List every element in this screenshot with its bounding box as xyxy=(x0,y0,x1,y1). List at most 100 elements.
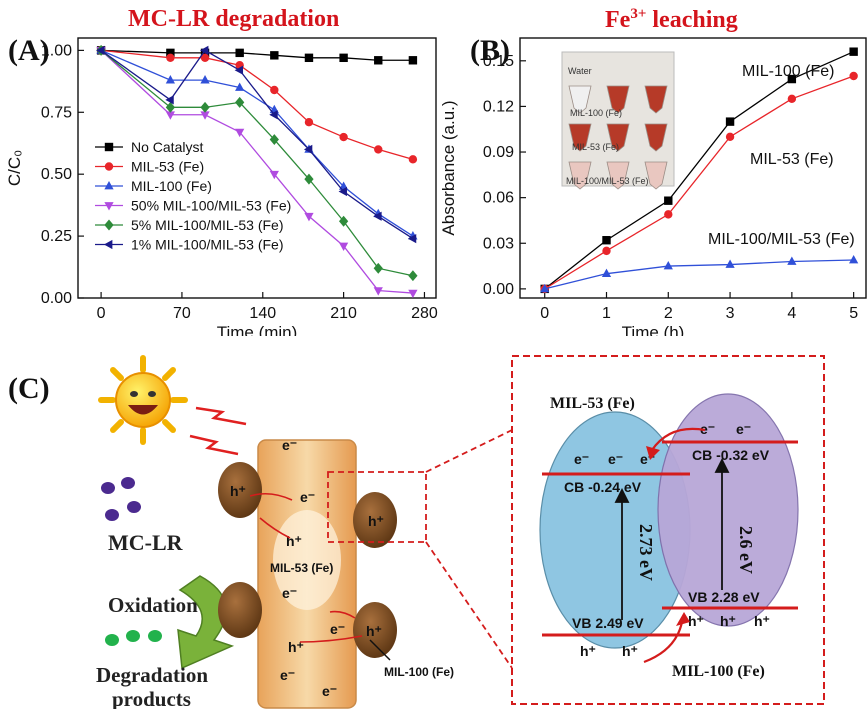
y-tick-label: 0.12 xyxy=(483,98,514,115)
data-point xyxy=(849,47,858,56)
data-point xyxy=(200,53,210,63)
oxidation-label: Oxidation xyxy=(108,593,198,617)
electron-label: e⁻ xyxy=(736,421,751,437)
series-annotation: MIL-53 (Fe) xyxy=(750,151,834,168)
zoom-region xyxy=(327,471,427,543)
y-tick-label: 0.09 xyxy=(483,144,514,161)
x-tick-label: 2 xyxy=(664,305,673,322)
data-point xyxy=(664,196,673,205)
electron-label: e⁻ xyxy=(282,437,297,453)
data-point xyxy=(104,142,114,152)
data-point xyxy=(200,111,210,120)
x-tick-label: 3 xyxy=(726,305,735,322)
data-point xyxy=(104,180,114,190)
band-diagram-frame xyxy=(511,355,825,705)
panel-b-title-rest: leaching xyxy=(646,7,738,33)
data-point xyxy=(304,173,314,185)
x-tick-label: 4 xyxy=(787,305,796,322)
vial-icon xyxy=(606,85,630,114)
data-point xyxy=(540,283,550,293)
band-mil100-title: MIL-100 (Fe) xyxy=(672,663,765,680)
hole-label: h⁺ xyxy=(622,643,638,659)
electron-label: e⁻ xyxy=(574,451,589,467)
electron-label: e⁻ xyxy=(608,451,623,467)
y-tick-label: 0.15 xyxy=(483,53,514,70)
data-point xyxy=(303,144,313,155)
vial-icon xyxy=(606,161,630,190)
inset-label: Water xyxy=(568,66,592,76)
data-point xyxy=(235,96,245,108)
legend-label: No Catalyst xyxy=(131,139,203,155)
vial-icon xyxy=(568,123,592,152)
electron-label: e⁻ xyxy=(300,489,315,505)
panel-c-letter: (C) xyxy=(8,372,50,405)
light-bolt-icon xyxy=(189,406,247,456)
mechanism-schematic: MC-LR Oxidation Degradation products MIL… xyxy=(96,355,825,709)
hole-label: h⁺ xyxy=(580,643,596,659)
data-point xyxy=(304,212,314,222)
x-tick-label: 280 xyxy=(411,305,438,322)
inset-label: MIL-53 (Fe) xyxy=(572,142,619,152)
data-point xyxy=(663,261,673,270)
degradation-label-line1: Degradation xyxy=(96,663,208,687)
cb100-label: CB -0.32 eV xyxy=(692,447,770,463)
electron-label: e⁻ xyxy=(282,585,297,601)
y-tick-label: 0.00 xyxy=(483,281,514,298)
electron-transfer-arrow xyxy=(651,427,706,451)
data-point xyxy=(602,236,611,245)
data-point xyxy=(787,94,797,104)
data-point xyxy=(269,170,279,180)
data-point xyxy=(104,202,114,211)
x-tick-label: 5 xyxy=(849,305,858,322)
x-tick-label: 140 xyxy=(249,305,276,322)
x-tick-label: 1 xyxy=(602,305,611,322)
panel-b-letter: (B) xyxy=(470,34,510,67)
data-point xyxy=(339,53,348,63)
cb53-label: CB -0.24 eV xyxy=(564,479,642,495)
hole-label: h⁺ xyxy=(720,613,736,629)
hole-label: h⁺ xyxy=(368,513,384,529)
hole-label: h⁺ xyxy=(288,639,304,655)
data-point xyxy=(407,233,417,244)
hole-label: h⁺ xyxy=(230,483,246,499)
electron-label: e⁻ xyxy=(700,421,715,437)
data-point xyxy=(373,262,383,274)
data-point xyxy=(373,287,383,296)
gap100-label: 2.6 eV xyxy=(736,526,756,574)
inset-label: MIL-100/MIL-53 (Fe) xyxy=(566,176,649,186)
data-point xyxy=(408,155,418,164)
data-point xyxy=(408,56,418,65)
electron-label: e⁻ xyxy=(330,621,345,637)
vb53-label: VB 2.49 eV xyxy=(572,615,644,631)
data-point xyxy=(200,75,210,84)
data-point xyxy=(103,239,113,250)
data-point xyxy=(199,45,209,56)
x-tick-label: 0 xyxy=(97,305,106,322)
y-tick-label: 0.06 xyxy=(483,190,514,207)
series-line xyxy=(544,75,854,290)
hole-label: h⁺ xyxy=(688,613,704,629)
vial-icon xyxy=(644,85,668,114)
data-point xyxy=(165,95,174,105)
vial-icon xyxy=(644,123,668,152)
inset-photo: Water MIL-100 (Fe) MIL-53 (Fe) MIL-100/MIL-… xyxy=(561,51,675,190)
mc-lr-label: MC-LR xyxy=(108,530,184,555)
mil100-particle-label: MIL-100 (Fe) xyxy=(384,665,454,679)
data-point xyxy=(338,186,347,197)
hole-transfer-arrow xyxy=(643,621,684,664)
mil100-band-ellipse xyxy=(657,393,799,627)
x-axis-label: Time (min) xyxy=(217,323,298,336)
x-axis-label: Time (h) xyxy=(622,323,685,336)
plot-frame xyxy=(519,37,867,299)
data-point xyxy=(374,145,383,154)
data-point xyxy=(269,110,278,120)
vial-icon xyxy=(644,161,668,190)
data-point xyxy=(166,53,175,63)
hole-label: h⁺ xyxy=(366,623,382,639)
legend-label: 1% MIL-100/MIL-53 (Fe) xyxy=(131,237,284,253)
panel-b-title-sup: 3+ xyxy=(630,6,647,22)
data-point xyxy=(270,85,279,95)
data-point xyxy=(234,65,244,75)
data-point xyxy=(601,268,612,278)
hole-label: h⁺ xyxy=(286,533,302,549)
